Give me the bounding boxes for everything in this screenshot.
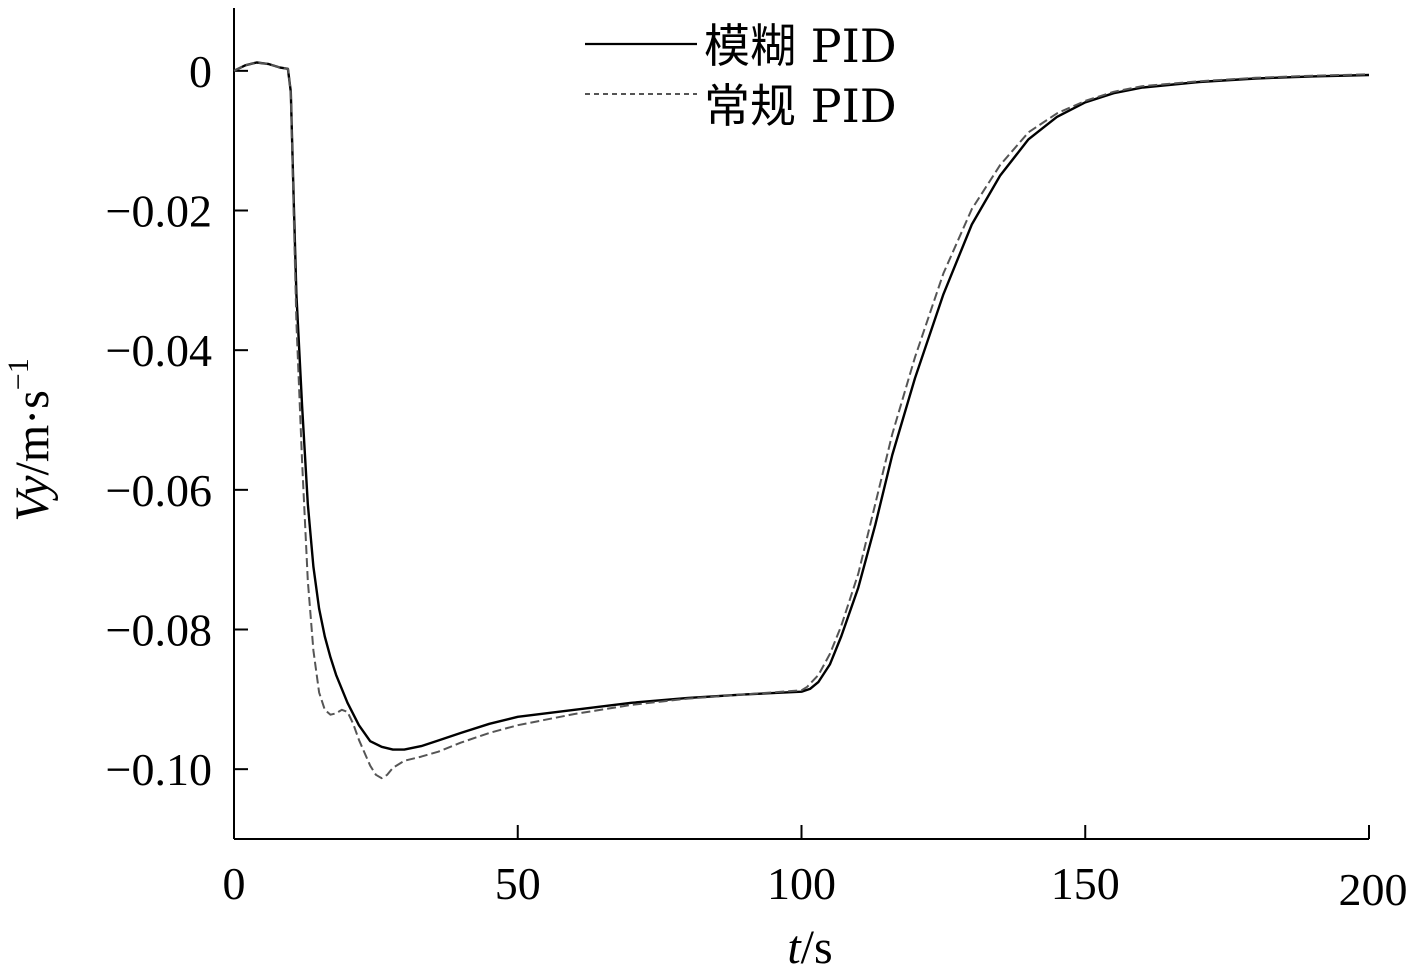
series-line-conventional-pid <box>233 61 1370 780</box>
y-tick-label: −0.08 <box>106 605 212 656</box>
y-ticks: 0 −0.02 −0.04 −0.06 −0.08 −0.10 <box>106 46 248 795</box>
series-layer <box>233 61 1370 780</box>
x-tick-label: 50 <box>495 858 541 909</box>
y-tick-label: 0 <box>189 46 212 97</box>
x-axis-title: t/s <box>787 921 832 969</box>
y-tick-label: −0.04 <box>106 325 212 376</box>
y-tick-label: −0.02 <box>106 186 212 237</box>
legend-label-conventional-pid: 常规 PID <box>704 79 897 133</box>
series-line-fuzzy-pid <box>233 61 1370 751</box>
x-tick-label: 0 <box>223 858 246 909</box>
y-tick-label: −0.06 <box>106 465 212 516</box>
x-tick-label: 100 <box>767 858 836 909</box>
x-tick-label: 150 <box>1051 858 1120 909</box>
legend: 模糊 PID 常规 PID <box>585 19 897 133</box>
y-tick-label: −0.10 <box>106 744 212 795</box>
x-ticks: 0 50 100 150 200 <box>223 825 1408 915</box>
x-tick-label: 200 <box>1339 864 1408 915</box>
legend-label-fuzzy-pid: 模糊 PID <box>704 19 897 73</box>
y-axis-title: Vy/m·s−1 <box>2 358 59 521</box>
